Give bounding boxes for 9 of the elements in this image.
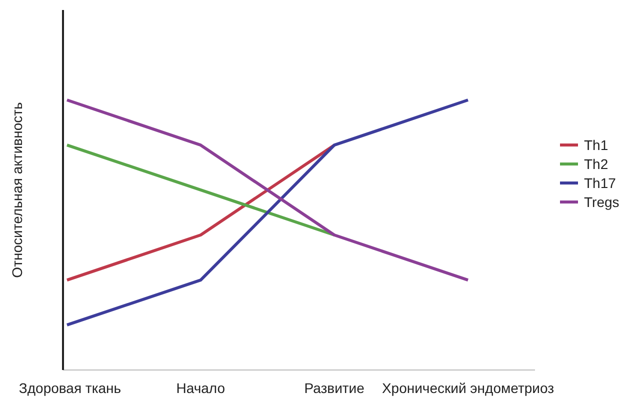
legend-label: Tregs — [584, 194, 620, 210]
x-tick-label: Здоровая ткань — [18, 380, 122, 396]
x-tick-label: Хронический эндометриоз — [382, 380, 554, 396]
legend-label: Th17 — [584, 175, 616, 191]
y-axis-title: Относительная активность — [9, 102, 25, 278]
x-tick-label: Начало — [176, 380, 226, 396]
legend-label: Th1 — [584, 137, 608, 153]
legend-label: Th2 — [584, 156, 608, 172]
x-tick-label: Развитие — [304, 380, 365, 396]
